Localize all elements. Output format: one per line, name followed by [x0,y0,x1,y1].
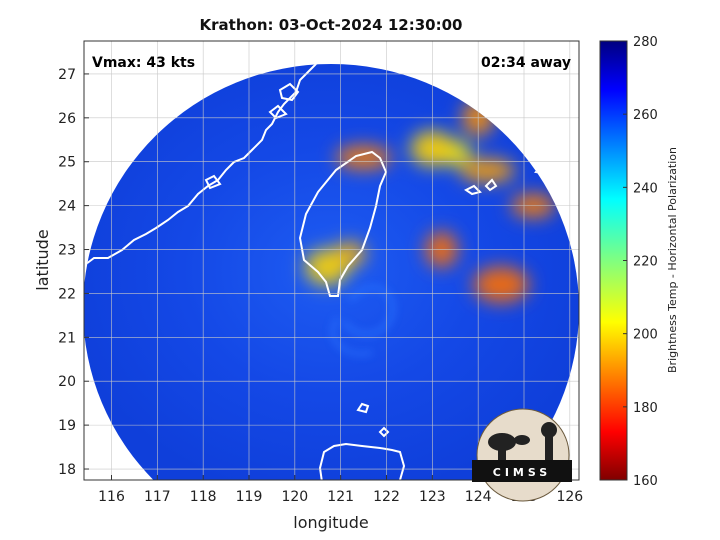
luzon-coastline [318,442,406,480]
logo-dish-icon [488,433,530,462]
colorbar-tick-label: 160 [633,474,658,489]
colorbar-tick-label: 200 [633,328,658,343]
coastlines [85,64,548,480]
cimss-logo: CIMSS [472,408,572,502]
feature-patch [304,249,349,286]
x-axis-label: longitude [293,513,368,532]
x-tick-label: 118 [190,489,217,505]
vmax-annotation: Vmax: 43 kts [92,55,195,71]
y-tick-label: 27 [58,67,76,83]
y-axis-label: latitude [33,229,52,290]
y-tick-label: 18 [58,462,76,478]
axes-frame [83,40,580,481]
feature-patch [473,266,530,303]
x-tick-label: 117 [144,489,171,505]
colorbar-tick-label: 180 [633,401,658,416]
colorbar [599,40,628,481]
x-tick-label: 121 [327,489,354,505]
colorbar-tick-label: 280 [633,35,658,50]
y-tick-label: 22 [58,286,76,302]
x-tick-label: 126 [556,489,583,505]
china-coastline [85,64,331,265]
logo-badge [476,408,570,502]
island-2 [378,426,390,438]
x-tick-label: 122 [373,489,400,505]
colorbar-tick-label: 220 [633,255,658,270]
colorbar-tick-label: 260 [633,108,658,123]
island-8 [204,174,222,190]
island-4 [484,178,498,192]
x-tick-label: 119 [236,489,263,505]
colorbar-tick-label: 240 [633,181,658,196]
colorbar-ticks: 160 180 200 220 240 260 280 [623,35,658,489]
y-tick-label: 21 [58,330,76,346]
island-3 [464,184,482,196]
x-tick-label: 120 [281,489,308,505]
y-tick-label: 23 [58,243,76,259]
x-tick-label: 123 [419,489,446,505]
island-1 [356,402,370,414]
y-tick-label: 20 [58,374,76,390]
grid [84,41,579,480]
x-tick-label: 124 [465,489,492,505]
y-tick-label: 19 [58,418,76,434]
y-tick-label: 24 [58,199,76,215]
y-axis-ticks: 18 19 20 21 22 23 24 25 26 27 [58,67,89,478]
y-tick-label: 26 [58,111,76,127]
feature-patch [335,145,392,170]
logo-banner [472,460,572,482]
y-tick-label: 25 [58,155,76,171]
island-7 [268,104,288,120]
colorbar-label: Brightness Temp - Horizontal Polarizatio… [666,147,679,373]
logo-text: CIMSS [493,466,551,479]
logo-tower-icon [541,422,557,462]
chart-title: Krathon: 03-Oct-2024 12:30:00 [200,16,463,34]
swath-layer [84,64,579,480]
feature-patch [459,158,516,183]
time-away-annotation: 02:34 away [481,55,571,71]
x-tick-label: 116 [98,489,125,505]
taiwan-coastline [298,150,388,297]
